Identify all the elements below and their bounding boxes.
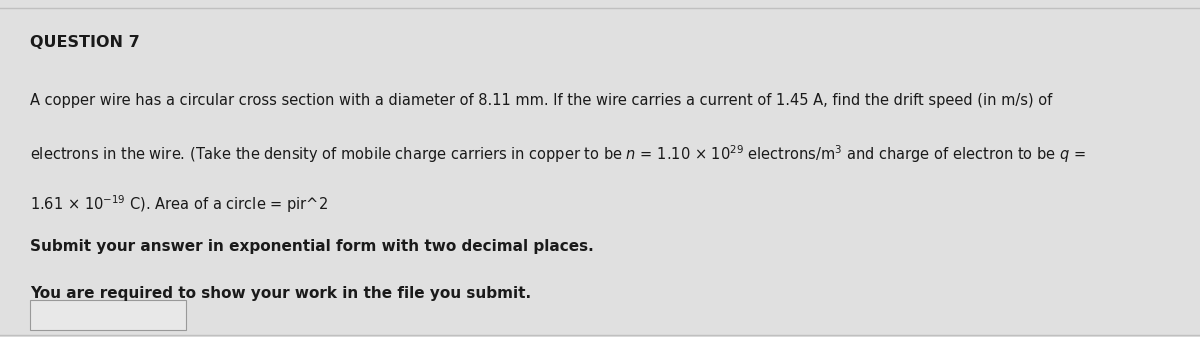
Text: 1.61 × 10$^{-19}$ C). Area of a circle = pir^2: 1.61 × 10$^{-19}$ C). Area of a circle =… — [30, 194, 328, 215]
Text: You are required to show your work in the file you submit.: You are required to show your work in th… — [30, 286, 532, 302]
Text: Submit your answer in exponential form with two decimal places.: Submit your answer in exponential form w… — [30, 239, 594, 254]
Text: electrons in the wire. (Take the density of mobile charge carriers in copper to : electrons in the wire. (Take the density… — [30, 143, 1086, 165]
Text: A copper wire has a circular cross section with a diameter of 8.11 mm. If the wi: A copper wire has a circular cross secti… — [30, 93, 1052, 108]
Text: QUESTION 7: QUESTION 7 — [30, 35, 139, 51]
Bar — [30, 300, 186, 330]
